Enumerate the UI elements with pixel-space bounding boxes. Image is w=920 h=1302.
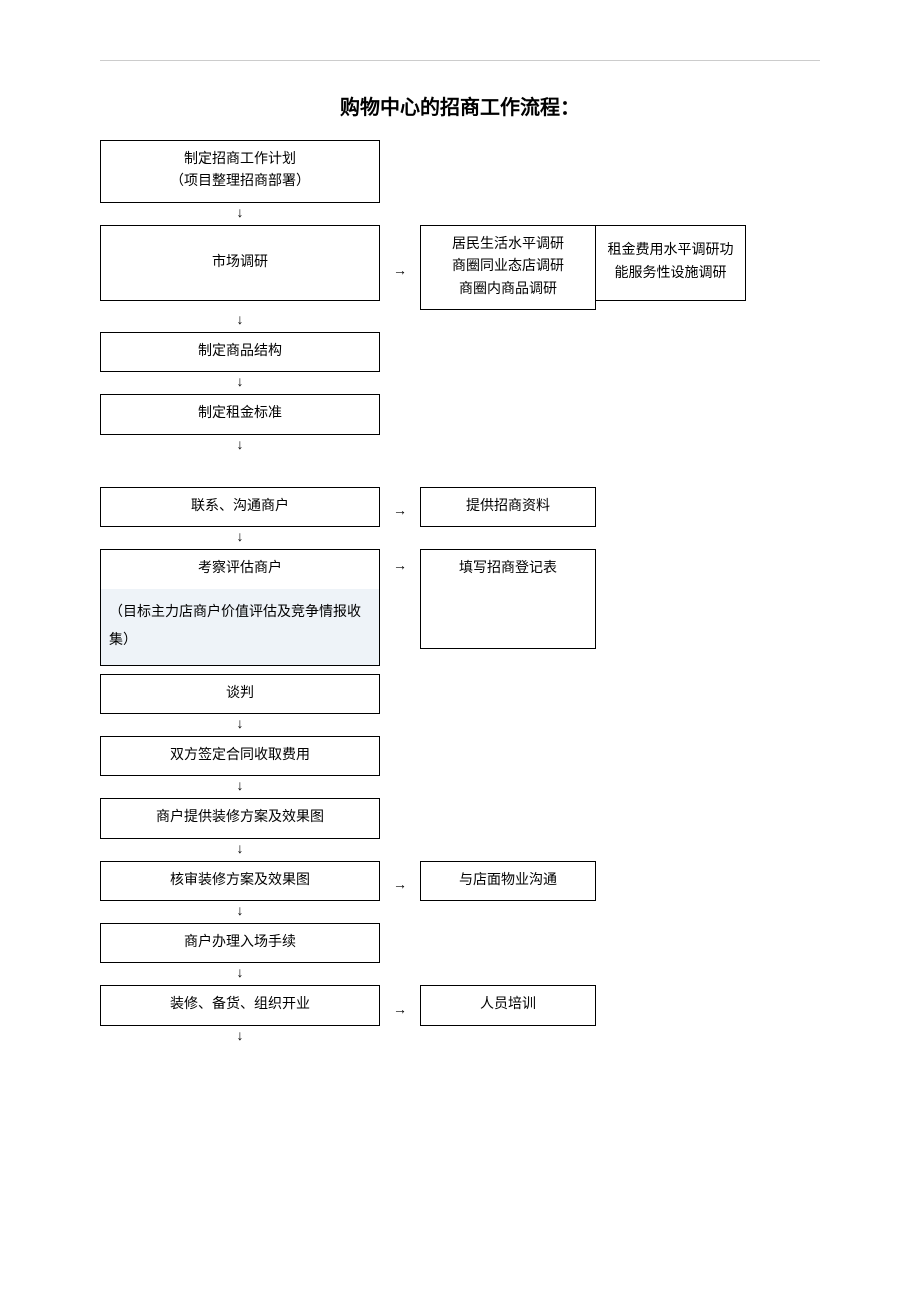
node-evaluate-merchant: 考察评估商户: [100, 549, 380, 588]
node-review-decoration: 核审装修方案及效果图: [100, 861, 380, 901]
node-staff-training: 人员培训: [420, 985, 596, 1025]
arrow-down-icon: ↓: [100, 372, 380, 394]
arrow-down-icon: ↓: [100, 1026, 380, 1048]
node-plan-line2: （项目整理招商部署）: [107, 171, 373, 193]
research-detail-2-line2: 能服务性设施调研: [602, 263, 739, 285]
arrow-down-icon: ↓: [100, 776, 380, 798]
node-research-detail-2: 租金费用水平调研功 能服务性设施调研: [596, 225, 746, 301]
node-evaluate-group: 考察评估商户 （目标主力店商户价值评估及竞争情报收集）: [100, 549, 380, 665]
node-product-structure: 制定商品结构: [100, 332, 380, 372]
arrow-right-icon: →: [380, 225, 420, 310]
arrow-down-icon: ↓: [100, 527, 380, 549]
node-evaluate-note: （目标主力店商户价值评估及竞争情报收集）: [100, 589, 380, 666]
node-sign-contract: 双方签定合同收取费用: [100, 736, 380, 776]
node-plan-line1: 制定招商工作计划: [107, 149, 373, 171]
node-negotiation: 谈判: [100, 674, 380, 714]
research-detail-1-line3: 商圈内商品调研: [427, 279, 589, 301]
node-decoration-plan: 商户提供装修方案及效果图: [100, 798, 380, 838]
arrow-down-icon: ↓: [100, 839, 380, 861]
divider-top: [100, 60, 820, 61]
arrow-down-icon: ↓: [100, 310, 380, 332]
arrow-down-icon: ↓: [100, 714, 380, 736]
research-detail-1-line1: 居民生活水平调研: [427, 234, 589, 256]
arrow-right-icon: →: [380, 549, 420, 575]
node-property-communication: 与店面物业沟通: [420, 861, 596, 901]
node-rent-standard: 制定租金标准: [100, 394, 380, 434]
flowchart-container: 制定招商工作计划 （项目整理招商部署） ↓ 市场调研 → 居民生活水平调研 商圈…: [100, 140, 820, 1048]
node-decoration-opening: 装修、备货、组织开业: [100, 985, 380, 1025]
arrow-right-icon: →: [380, 487, 420, 527]
node-research-detail-1: 居民生活水平调研 商圈同业态店调研 商圈内商品调研: [420, 225, 596, 310]
node-registration-form: 填写招商登记表: [420, 549, 596, 649]
node-entry-procedures: 商户办理入场手续: [100, 923, 380, 963]
node-plan: 制定招商工作计划 （项目整理招商部署）: [100, 140, 380, 203]
node-market-research: 市场调研: [100, 225, 380, 301]
node-provide-materials: 提供招商资料: [420, 487, 596, 527]
arrow-down-icon: ↓: [100, 203, 380, 225]
arrow-down-icon: ↓: [100, 435, 380, 457]
research-detail-2-line1: 租金费用水平调研功: [602, 240, 739, 262]
page-title: 购物中心的招商工作流程：: [100, 91, 820, 120]
arrow-down-icon: ↓: [100, 963, 380, 985]
node-contact-merchant: 联系、沟通商户: [100, 487, 380, 527]
arrow-down-icon: ↓: [100, 901, 380, 923]
arrow-right-icon: →: [380, 985, 420, 1025]
arrow-right-icon: →: [380, 861, 420, 901]
research-detail-1-line2: 商圈同业态店调研: [427, 256, 589, 278]
